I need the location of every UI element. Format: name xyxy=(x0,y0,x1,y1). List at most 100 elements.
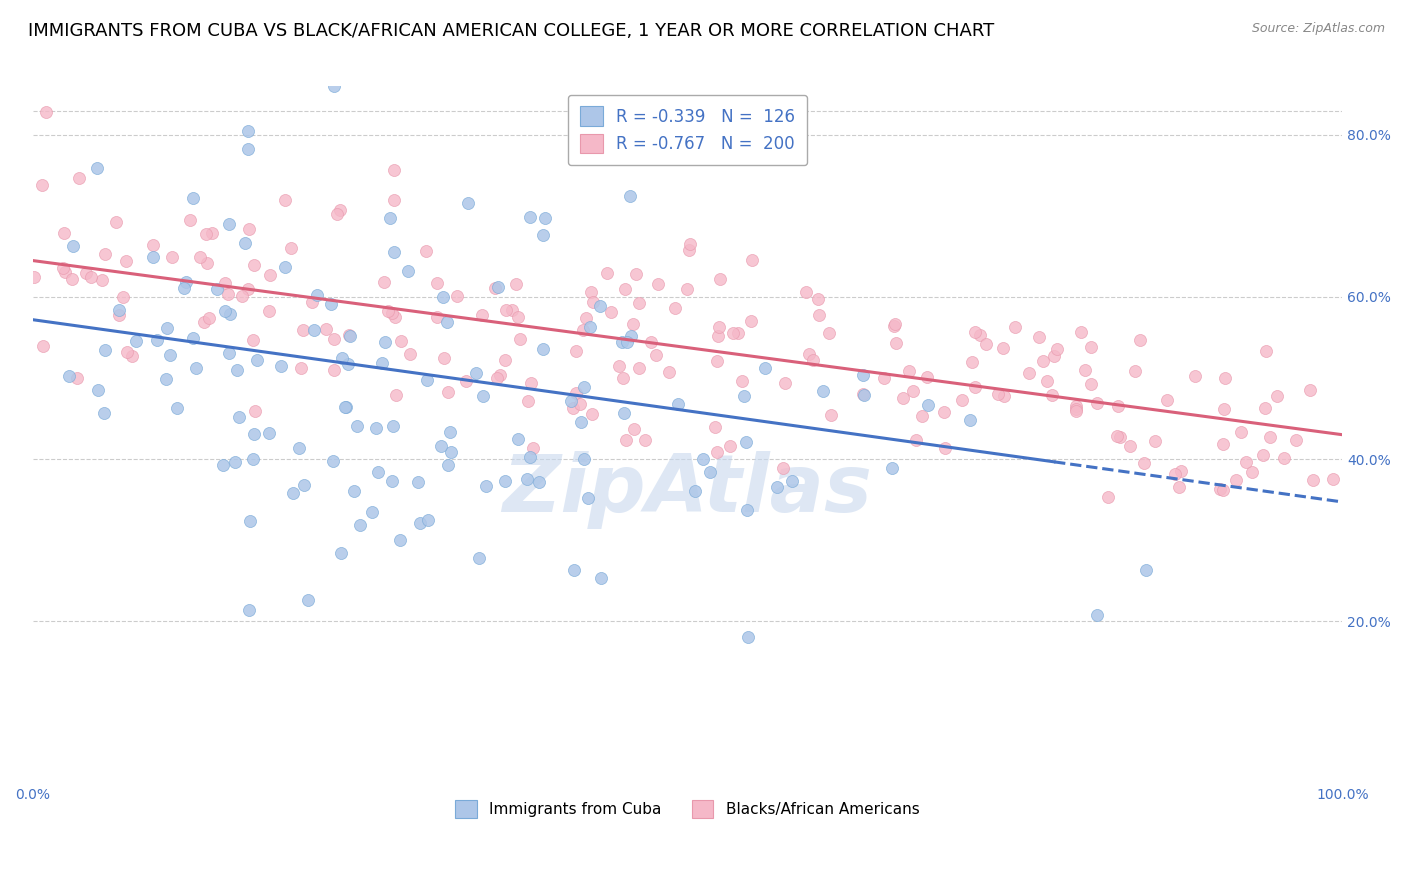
Point xyxy=(242,333,264,347)
Point xyxy=(335,400,357,414)
Point xyxy=(217,287,239,301)
Point xyxy=(371,356,394,370)
Point xyxy=(721,326,744,340)
Point xyxy=(373,275,395,289)
Point xyxy=(107,303,129,318)
Point xyxy=(494,352,516,367)
Point xyxy=(562,401,585,416)
Point xyxy=(426,276,449,290)
Point xyxy=(612,371,634,385)
Point xyxy=(436,315,458,329)
Point xyxy=(613,406,636,420)
Point xyxy=(440,444,463,458)
Point xyxy=(346,418,368,433)
Point xyxy=(565,344,588,359)
Point xyxy=(775,376,797,390)
Point xyxy=(201,226,224,240)
Point xyxy=(273,193,295,207)
Point xyxy=(489,368,512,383)
Point xyxy=(302,323,325,337)
Point xyxy=(1143,434,1166,448)
Point xyxy=(224,455,246,469)
Point xyxy=(1212,483,1234,497)
Point xyxy=(238,282,260,296)
Point xyxy=(484,281,506,295)
Point xyxy=(1253,401,1275,415)
Point xyxy=(388,533,411,547)
Point xyxy=(709,271,731,285)
Point xyxy=(624,267,647,281)
Point xyxy=(1080,376,1102,391)
Point xyxy=(495,302,517,317)
Point xyxy=(897,364,920,378)
Point xyxy=(62,238,84,252)
Point xyxy=(1322,472,1344,486)
Point xyxy=(699,465,721,479)
Point xyxy=(52,261,75,276)
Point xyxy=(239,514,262,528)
Point xyxy=(94,247,117,261)
Point xyxy=(173,281,195,295)
Point xyxy=(664,301,686,315)
Point xyxy=(1028,330,1050,344)
Point xyxy=(628,361,651,376)
Point xyxy=(1080,340,1102,354)
Point xyxy=(531,342,554,356)
Point xyxy=(706,353,728,368)
Point xyxy=(1156,392,1178,407)
Point xyxy=(1265,389,1288,403)
Point xyxy=(1066,404,1088,418)
Point xyxy=(468,550,491,565)
Point xyxy=(336,357,359,371)
Point xyxy=(621,318,644,332)
Point xyxy=(233,236,256,251)
Point xyxy=(1170,464,1192,478)
Point xyxy=(572,323,595,337)
Point xyxy=(60,271,83,285)
Point xyxy=(415,244,437,259)
Point xyxy=(1064,399,1087,413)
Point xyxy=(1085,608,1108,623)
Point xyxy=(291,323,314,337)
Point xyxy=(361,505,384,519)
Point xyxy=(627,296,650,310)
Point xyxy=(457,195,479,210)
Point xyxy=(619,189,641,203)
Point xyxy=(238,603,260,617)
Point xyxy=(959,412,981,426)
Point xyxy=(987,387,1010,401)
Point xyxy=(242,452,264,467)
Point xyxy=(188,250,211,264)
Point xyxy=(238,222,260,236)
Point xyxy=(31,178,53,192)
Point xyxy=(323,332,346,346)
Point xyxy=(569,397,592,411)
Point xyxy=(852,368,875,382)
Point xyxy=(159,348,181,362)
Point xyxy=(873,371,896,385)
Point xyxy=(1208,482,1230,496)
Point xyxy=(179,213,201,227)
Point xyxy=(426,310,449,324)
Point xyxy=(339,329,361,343)
Point xyxy=(257,304,280,318)
Point xyxy=(519,211,541,225)
Point xyxy=(517,393,540,408)
Point xyxy=(766,480,789,494)
Point xyxy=(740,314,762,328)
Point xyxy=(1225,473,1247,487)
Point xyxy=(22,270,45,285)
Point xyxy=(259,268,281,282)
Text: Source: ZipAtlas.com: Source: ZipAtlas.com xyxy=(1251,22,1385,36)
Point xyxy=(456,374,478,388)
Point xyxy=(522,441,544,455)
Point xyxy=(494,474,516,488)
Point xyxy=(142,238,165,252)
Point xyxy=(893,392,915,406)
Point xyxy=(1032,354,1054,368)
Point xyxy=(531,227,554,242)
Point xyxy=(1234,455,1257,469)
Point xyxy=(754,361,776,376)
Point xyxy=(709,319,731,334)
Point xyxy=(115,253,138,268)
